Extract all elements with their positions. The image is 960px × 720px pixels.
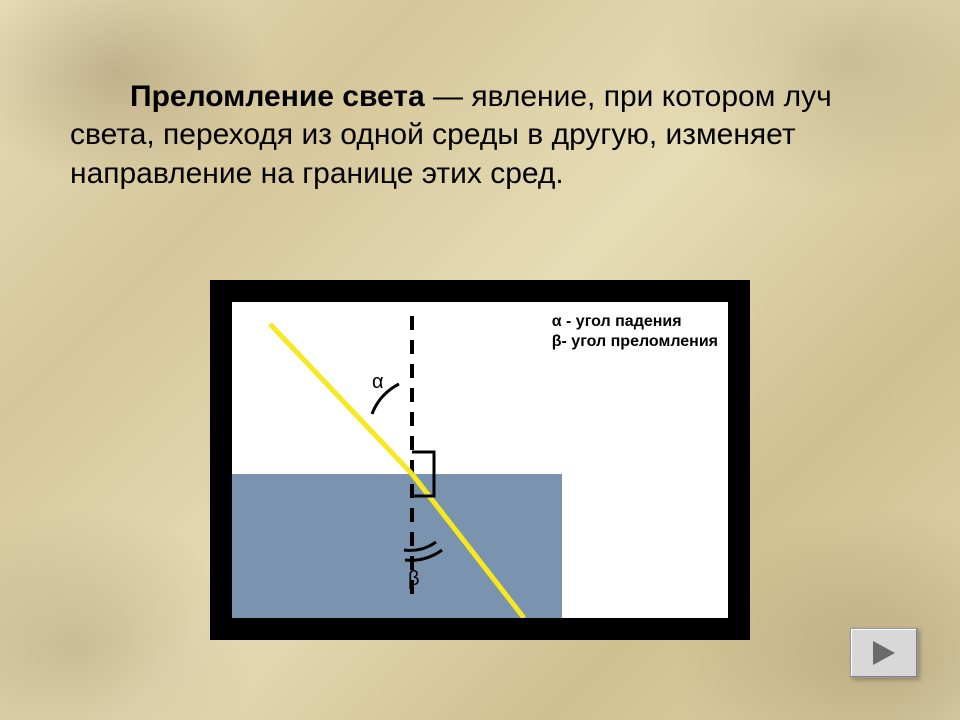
legend-alpha: α - угол падения: [552, 312, 718, 332]
water-medium: [232, 474, 562, 618]
refraction-figure: α β α - угол падения β- угол преломления: [210, 280, 750, 640]
play-icon: [869, 639, 899, 667]
next-button[interactable]: [850, 628, 918, 678]
legend: α - угол падения β- угол преломления: [552, 312, 718, 352]
term: Преломление света: [130, 80, 425, 113]
alpha-label: α: [372, 371, 384, 393]
definition-paragraph: Преломление света — явление, при котором…: [70, 78, 890, 193]
legend-beta: β- угол преломления: [552, 332, 718, 352]
right-angle-top: [412, 452, 434, 474]
incident-ray: [270, 324, 412, 474]
beta-label: β: [408, 568, 420, 590]
